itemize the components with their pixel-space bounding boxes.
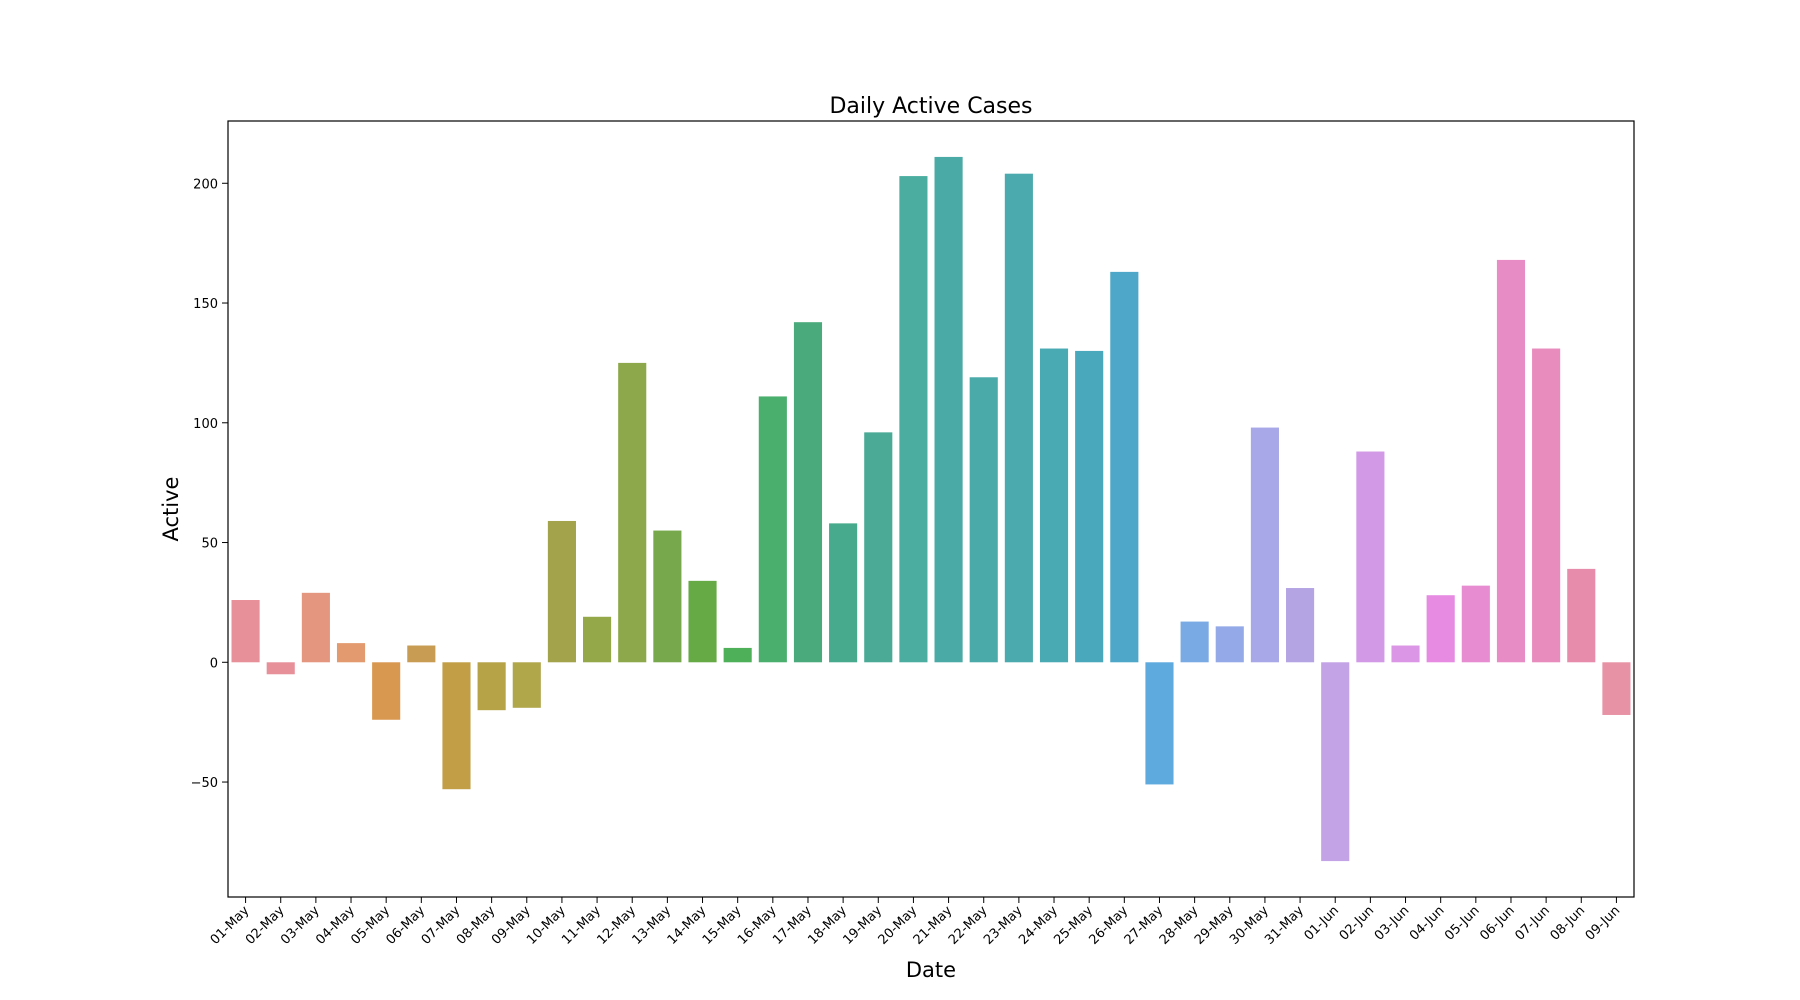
bar-22-May: [969, 377, 998, 663]
bar-08-May: [477, 662, 506, 711]
x-axis: 01-May02-May03-May04-May05-May06-May07-M…: [208, 897, 1623, 948]
x-tick-label: 06-Jun: [1477, 903, 1518, 944]
bar-05-May: [372, 662, 401, 720]
plot-frame: [227, 120, 1635, 898]
bar-16-May: [758, 396, 787, 663]
bar-19-May: [864, 432, 893, 663]
y-tick-label: 150: [193, 297, 218, 312]
bar-20-May: [899, 176, 928, 663]
bar-08-Jun: [1567, 568, 1596, 663]
bar-06-May: [407, 645, 436, 663]
bar-01-May: [231, 600, 260, 663]
bar-03-May: [301, 592, 330, 663]
x-tick-label: 02-Jun: [1337, 903, 1378, 944]
bar-04-Jun: [1426, 595, 1455, 663]
bar-06-Jun: [1496, 259, 1526, 663]
bar-29-May: [1215, 626, 1244, 663]
bar-05-Jun: [1461, 585, 1490, 663]
bar-04-May: [336, 643, 366, 663]
bar-15-May: [723, 647, 752, 663]
bar-07-Jun: [1532, 348, 1561, 663]
bar-23-May: [1004, 173, 1033, 663]
x-axis-title: Date: [906, 958, 956, 982]
bar-03-Jun: [1391, 645, 1420, 663]
y-axis: −50 0 50 100 150 200: [191, 177, 228, 791]
bar-07-May: [442, 662, 471, 790]
bar-02-May: [266, 662, 295, 675]
y-tick-label: 50: [201, 537, 218, 552]
x-tick-label: 03-Jun: [1372, 903, 1413, 944]
bar-02-Jun: [1356, 451, 1385, 663]
x-tick-label: 09-Jun: [1583, 903, 1624, 944]
bar-13-May: [653, 530, 682, 663]
bar-31-May: [1286, 588, 1315, 663]
bar-01-Jun: [1321, 662, 1350, 862]
y-tick-label: 100: [193, 417, 218, 432]
bar-17-May: [793, 322, 823, 663]
bar-24-May: [1039, 348, 1069, 663]
x-tick-label: 05-Jun: [1442, 903, 1483, 944]
bar-27-May: [1145, 662, 1174, 785]
bar-26-May: [1110, 271, 1139, 663]
x-tick-label: 07-Jun: [1512, 903, 1553, 944]
y-tick-label: 200: [193, 177, 218, 192]
bar-12-May: [618, 362, 647, 663]
x-tick-label: 31-May: [1262, 903, 1307, 948]
x-tick-label: 04-Jun: [1407, 903, 1448, 944]
bar-28-May: [1180, 621, 1209, 663]
y-tick-label: 0: [210, 656, 218, 671]
bar-10-May: [547, 520, 576, 663]
bars-group: [231, 156, 1631, 862]
bar-14-May: [688, 580, 717, 663]
bar-30-May: [1250, 427, 1279, 663]
chart-title: Daily Active Cases: [829, 94, 1032, 119]
bar-25-May: [1075, 350, 1104, 663]
y-axis-title: Active: [159, 477, 183, 542]
bar-18-May: [829, 523, 858, 663]
bar-09-Jun: [1602, 662, 1631, 715]
x-tick-label: 08-Jun: [1548, 903, 1589, 944]
bar-11-May: [583, 616, 612, 663]
y-tick-label: −50: [191, 776, 218, 791]
x-tick-label: 01-Jun: [1302, 903, 1343, 944]
bar-21-May: [934, 156, 963, 663]
bar-09-May: [512, 662, 541, 708]
